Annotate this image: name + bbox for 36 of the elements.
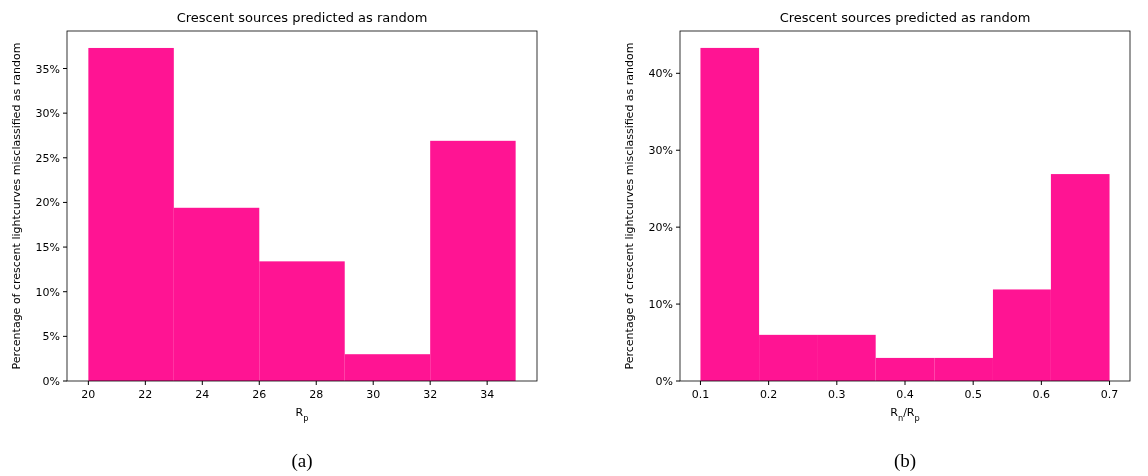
y-tick-label: 5% xyxy=(42,330,60,344)
x-tick-label: 26 xyxy=(252,388,267,401)
x-axis-title: R$_{n}$/R$_{p}$ xyxy=(890,406,920,423)
x-tick-label: 30 xyxy=(366,388,381,401)
y-axis-title: Percentage of crescent lightcurves misclassified as random xyxy=(10,42,23,370)
y-tick-label: 35% xyxy=(35,62,60,76)
x-tick-label: 28 xyxy=(309,388,324,401)
x-tick-label: 0.5 xyxy=(964,388,982,401)
x-tick-label: 0.4 xyxy=(896,388,914,401)
x-tick-label: 0.7 xyxy=(1100,388,1119,401)
y-tick-label: 30% xyxy=(35,107,60,121)
y-tick-label: 0% xyxy=(655,375,673,388)
text: (b) xyxy=(893,450,917,472)
x-tick-label: 24 xyxy=(195,388,210,401)
y-tick-label: 0% xyxy=(42,375,60,388)
x-tick-label: 0.3 xyxy=(828,388,846,401)
y-tick-label: 20% xyxy=(648,221,673,235)
chart-title: Crescent sources predicted as random xyxy=(779,10,1031,25)
x-tick-label: 34 xyxy=(480,388,495,401)
y-axis-title: Percentage of crescent lightcurves misclassified as random xyxy=(623,42,636,370)
x-tick-label: 22 xyxy=(138,388,153,401)
x-tick-label: 0.6 xyxy=(1032,388,1051,401)
chart-title: Crescent sources predicted as random xyxy=(176,10,428,25)
y-tick-label: 10% xyxy=(35,285,60,299)
y-tick-label: 15% xyxy=(35,241,60,255)
text: (a) xyxy=(291,450,313,472)
y-tick-label: 25% xyxy=(35,151,60,165)
y-tick-label: 20% xyxy=(35,196,60,210)
x-axis-title: R$_{p}$ xyxy=(295,406,309,423)
y-tick-label: 40% xyxy=(648,67,673,81)
y-tick-label: 30% xyxy=(648,144,673,158)
x-tick-label: 20 xyxy=(81,388,96,401)
y-tick-label: 10% xyxy=(648,298,673,312)
x-tick-label: 0.2 xyxy=(759,388,778,401)
x-tick-label: 32 xyxy=(423,388,438,401)
x-tick-label: 0.1 xyxy=(691,388,710,401)
